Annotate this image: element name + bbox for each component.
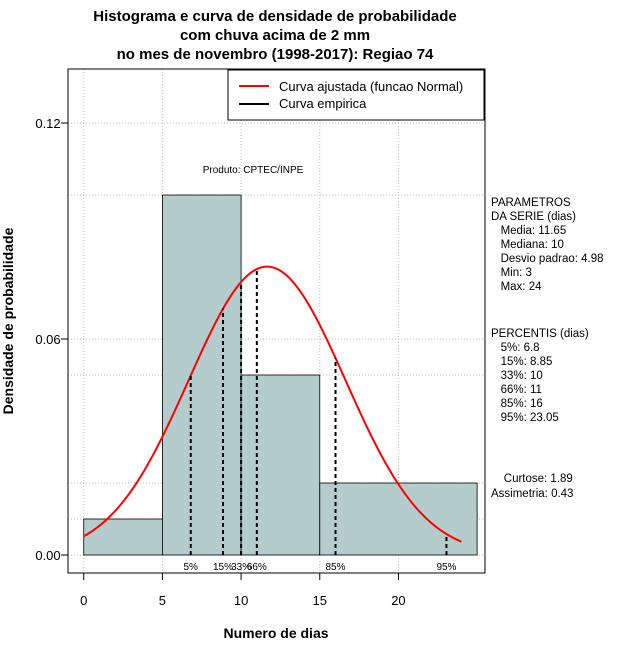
percentile-label: 95% — [436, 562, 456, 573]
stats-line: Assimetria: 0.43 — [491, 488, 573, 500]
percentile-label: 85% — [326, 562, 346, 573]
legend-label-empirical: Curva empirica — [279, 96, 367, 111]
percentile-label: 5% — [184, 562, 199, 573]
chart-title: Histograma e curva de densidade de proba… — [93, 8, 456, 63]
side-panel-percentis: PERCENTIS (dias) 5%: 6.8 15%: 8.85 33%: … — [491, 328, 589, 424]
legend-label-fitted: Curva ajustada (funcao Normal) — [279, 79, 463, 94]
histogram-bars — [83, 194, 478, 556]
x-tick-label: 10 — [234, 593, 248, 608]
y-tick-label: 0.12 — [35, 116, 60, 131]
percentile-label: 33% — [231, 562, 251, 573]
histogram-bar — [240, 374, 321, 556]
y-axis-label: Densidade de probabilidade — [0, 227, 16, 414]
product-note: Produto: CPTEC/INPE — [203, 165, 304, 176]
side-panel-params: PARAMETROS DA SERIE (dias) Media: 11.65 … — [491, 197, 604, 293]
percentis-line: 66%: 11 — [491, 384, 542, 396]
x-tick-label: 5 — [159, 593, 166, 608]
y-tick-label: 0.00 — [35, 548, 60, 563]
params-line: Mediana: 10 — [491, 239, 564, 251]
params-line: Max: 24 — [491, 281, 542, 293]
params-line: Min: 3 — [491, 267, 532, 279]
percentis-line: 15%: 8.85 — [491, 356, 552, 368]
y-tick-label: 0.06 — [35, 332, 60, 347]
percentis-line: 85%: 16 — [491, 398, 543, 410]
axes: 0 5 10 15 20 0.00 0.06 0.12 — [35, 116, 405, 608]
histogram-bar — [83, 518, 163, 556]
normal-curve-layer — [83, 265, 462, 543]
params-line: DA SERIE (dias) — [491, 211, 576, 223]
params-line: Media: 11.65 — [491, 225, 566, 237]
histogram-bar — [162, 194, 242, 556]
params-line: Desvio padrao: 4.98 — [491, 253, 604, 265]
percentile-label: 66% — [247, 562, 267, 573]
percentis-line: 33%: 10 — [491, 370, 543, 382]
title-line-2: com chuva acima de 2 mm — [180, 27, 370, 44]
title-line-1: Histograma e curva de densidade de proba… — [93, 8, 456, 25]
percentis-line: 5%: 6.8 — [491, 342, 540, 354]
params-line: PARAMETROS — [491, 197, 571, 209]
stats-line: Curtose: 1.89 — [491, 473, 573, 485]
legend-box — [227, 69, 485, 121]
x-axis-label: Numero de dias — [223, 625, 328, 641]
percentile-label: 15% — [213, 562, 233, 573]
legend: Curva ajustada (funcao Normal) Curva emp… — [227, 69, 485, 121]
x-tick-label: 20 — [391, 593, 405, 608]
x-tick-label: 0 — [80, 593, 87, 608]
normal-curve — [83, 265, 462, 543]
percentile-lines: 5% 15%33%66% 85% 95% — [184, 269, 457, 573]
histogram-bar — [319, 482, 478, 556]
x-tick-label: 15 — [313, 593, 327, 608]
side-panel-stats: Curtose: 1.89 Assimetria: 0.43 — [491, 473, 573, 500]
percentis-line: PERCENTIS (dias) — [491, 328, 589, 340]
title-line-3: no mes de novembro (1998-2017): Regiao 7… — [117, 46, 434, 63]
percentis-line: 95%: 23.05 — [491, 412, 559, 424]
